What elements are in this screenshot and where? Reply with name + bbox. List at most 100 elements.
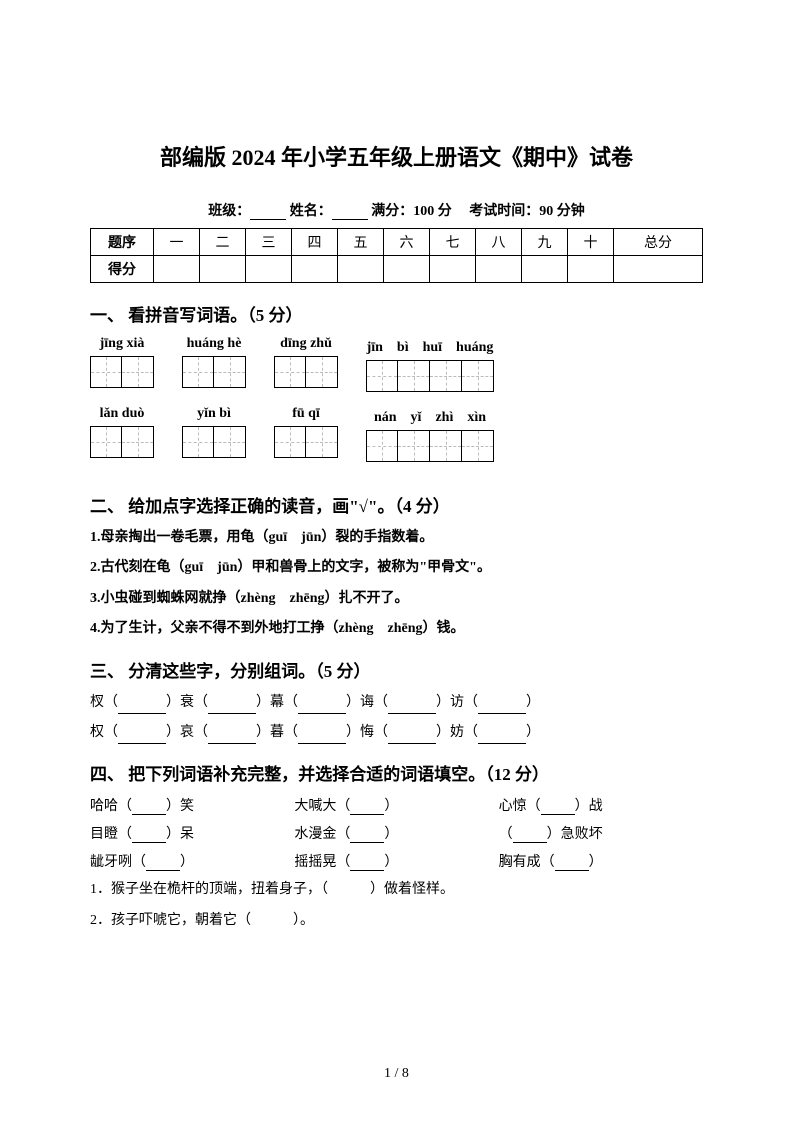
answer-blank[interactable] <box>478 729 526 744</box>
answer-blank[interactable] <box>298 699 346 714</box>
answer-blank[interactable] <box>513 828 547 843</box>
q4-text: ） <box>384 827 398 842</box>
section-4-grid: 哈哈（）笑大喊大（）心惊（）战目瞪（）呆水漫金（）（）急败坏龇牙咧（）摇摇晃（）… <box>90 795 703 871</box>
class-blank[interactable] <box>250 205 286 220</box>
section-2-heading: 二、 给加点字选择正确的读音，画"√"。（4 分） <box>90 492 703 517</box>
answer-blank[interactable] <box>388 729 436 744</box>
name-blank[interactable] <box>332 205 368 220</box>
q4-cell: 大喊大（） <box>294 795 498 815</box>
score-cell[interactable] <box>568 256 614 283</box>
score-cell[interactable] <box>292 256 338 283</box>
q4-text: 大喊大（ <box>294 799 350 814</box>
paren-close: ） <box>166 725 180 740</box>
paren-close: ） <box>436 725 450 740</box>
q3-char: 权（ <box>90 725 118 740</box>
char-box[interactable] <box>306 426 338 458</box>
score-cell[interactable] <box>614 256 703 283</box>
answer-blank[interactable] <box>555 856 589 871</box>
q3-char: 访（ <box>450 695 478 710</box>
q2-item: 2.古代刻在龟（guī jūn）甲和兽骨上的文字，被称为"甲骨文"。 <box>90 557 703 579</box>
char-box[interactable] <box>182 356 214 388</box>
char-box[interactable] <box>398 430 430 462</box>
answer-blank[interactable] <box>208 729 256 744</box>
q2-item: 3.小虫碰到蜘蛛网就挣（zhèng zhēng）扎不开了。 <box>90 588 703 610</box>
answer-blank[interactable] <box>478 699 526 714</box>
q4-row: 目瞪（）呆水漫金（）（）急败坏 <box>90 823 703 843</box>
col-h: 四 <box>292 229 338 256</box>
char-box[interactable] <box>398 360 430 392</box>
answer-blank[interactable] <box>350 856 384 871</box>
q4-text: 心惊（ <box>499 799 541 814</box>
q3-char: 诲（ <box>360 695 388 710</box>
char-boxes <box>274 426 338 458</box>
score-cell[interactable] <box>476 256 522 283</box>
char-box[interactable] <box>182 426 214 458</box>
q4-text: 摇摇晃（ <box>294 855 350 870</box>
char-box[interactable] <box>430 360 462 392</box>
char-box[interactable] <box>462 360 494 392</box>
char-boxes <box>90 356 154 388</box>
score-table: 题序 一 二 三 四 五 六 七 八 九 十 总分 得分 <box>90 228 703 283</box>
score-cell[interactable] <box>338 256 384 283</box>
q3-line: 杈（）衰（）幕（）诲（）访（） <box>90 692 703 714</box>
char-box[interactable] <box>214 356 246 388</box>
pinyin-row: lǎn duòyǐn bìfū qīnán yǐ zhì xìn <box>90 406 703 462</box>
q2-item: 1.母亲掏出一卷毛票，用龟（guī jūn）裂的手指数着。 <box>90 527 703 549</box>
char-box[interactable] <box>274 426 306 458</box>
char-box[interactable] <box>306 356 338 388</box>
q4-cell: 龇牙咧（） <box>90 851 294 871</box>
q4-text: ） <box>384 855 398 870</box>
score-cell[interactable] <box>384 256 430 283</box>
char-box[interactable] <box>90 356 122 388</box>
answer-blank[interactable] <box>541 800 575 815</box>
answer-blank[interactable] <box>132 828 166 843</box>
table-row-score: 得分 <box>91 256 703 283</box>
score-cell[interactable] <box>246 256 292 283</box>
answer-blank[interactable] <box>132 800 166 815</box>
q4-row: 哈哈（）笑大喊大（）心惊（）战 <box>90 795 703 815</box>
q4-cell: 摇摇晃（ ） <box>294 851 498 871</box>
section-1-heading: 一、 看拼音写词语。（5 分） <box>90 301 703 326</box>
score-cell[interactable] <box>522 256 568 283</box>
answer-blank[interactable] <box>118 729 166 744</box>
answer-blank[interactable] <box>118 699 166 714</box>
q4-fill-2: 2．孩子吓唬它，朝着它（ ）。 <box>90 910 703 932</box>
q3-char: 妨（ <box>450 725 478 740</box>
char-box[interactable] <box>122 426 154 458</box>
q4-fill-1: 1．猴子坐在桅杆的顶端，扭着身子，（ ）做着怪样。 <box>90 879 703 901</box>
char-box[interactable] <box>214 426 246 458</box>
score-cell[interactable] <box>200 256 246 283</box>
pinyin-group: lǎn duò <box>90 406 154 462</box>
answer-blank[interactable] <box>350 828 384 843</box>
pinyin-group: fū qī <box>274 406 338 462</box>
q3-char: 悔（ <box>360 725 388 740</box>
char-box[interactable] <box>122 356 154 388</box>
score-cell[interactable] <box>154 256 200 283</box>
char-boxes <box>274 356 338 388</box>
answer-blank[interactable] <box>208 699 256 714</box>
char-box[interactable] <box>366 360 398 392</box>
answer-blank[interactable] <box>388 699 436 714</box>
q4-cell: 目瞪（）呆 <box>90 823 294 843</box>
char-box[interactable] <box>462 430 494 462</box>
char-box[interactable] <box>430 430 462 462</box>
answer-blank[interactable] <box>146 856 180 871</box>
answer-blank[interactable] <box>350 800 384 815</box>
score-cell[interactable] <box>430 256 476 283</box>
col-h: 三 <box>246 229 292 256</box>
pinyin-group: huáng hè <box>182 336 246 392</box>
char-box[interactable] <box>366 430 398 462</box>
char-box[interactable] <box>90 426 122 458</box>
answer-blank[interactable] <box>298 729 346 744</box>
q4-text: （ <box>499 827 513 842</box>
q4-cell: 哈哈（）笑 <box>90 795 294 815</box>
section-4-heading: 四、 把下列词语补充完整，并选择合适的词语填空。（12 分） <box>90 760 703 785</box>
section-1-body: jīng xiàhuáng hèdīng zhǔjīn bì huī huáng… <box>90 336 703 476</box>
paren-close: ） <box>346 725 360 740</box>
q4-text: 哈哈（ <box>90 799 132 814</box>
q4-text: 龇牙咧（ <box>90 855 146 870</box>
pinyin-group: nán yǐ zhì xìn <box>366 406 494 462</box>
char-box[interactable] <box>274 356 306 388</box>
col-h: 一 <box>154 229 200 256</box>
q4-text: ）急败坏 <box>547 827 603 842</box>
